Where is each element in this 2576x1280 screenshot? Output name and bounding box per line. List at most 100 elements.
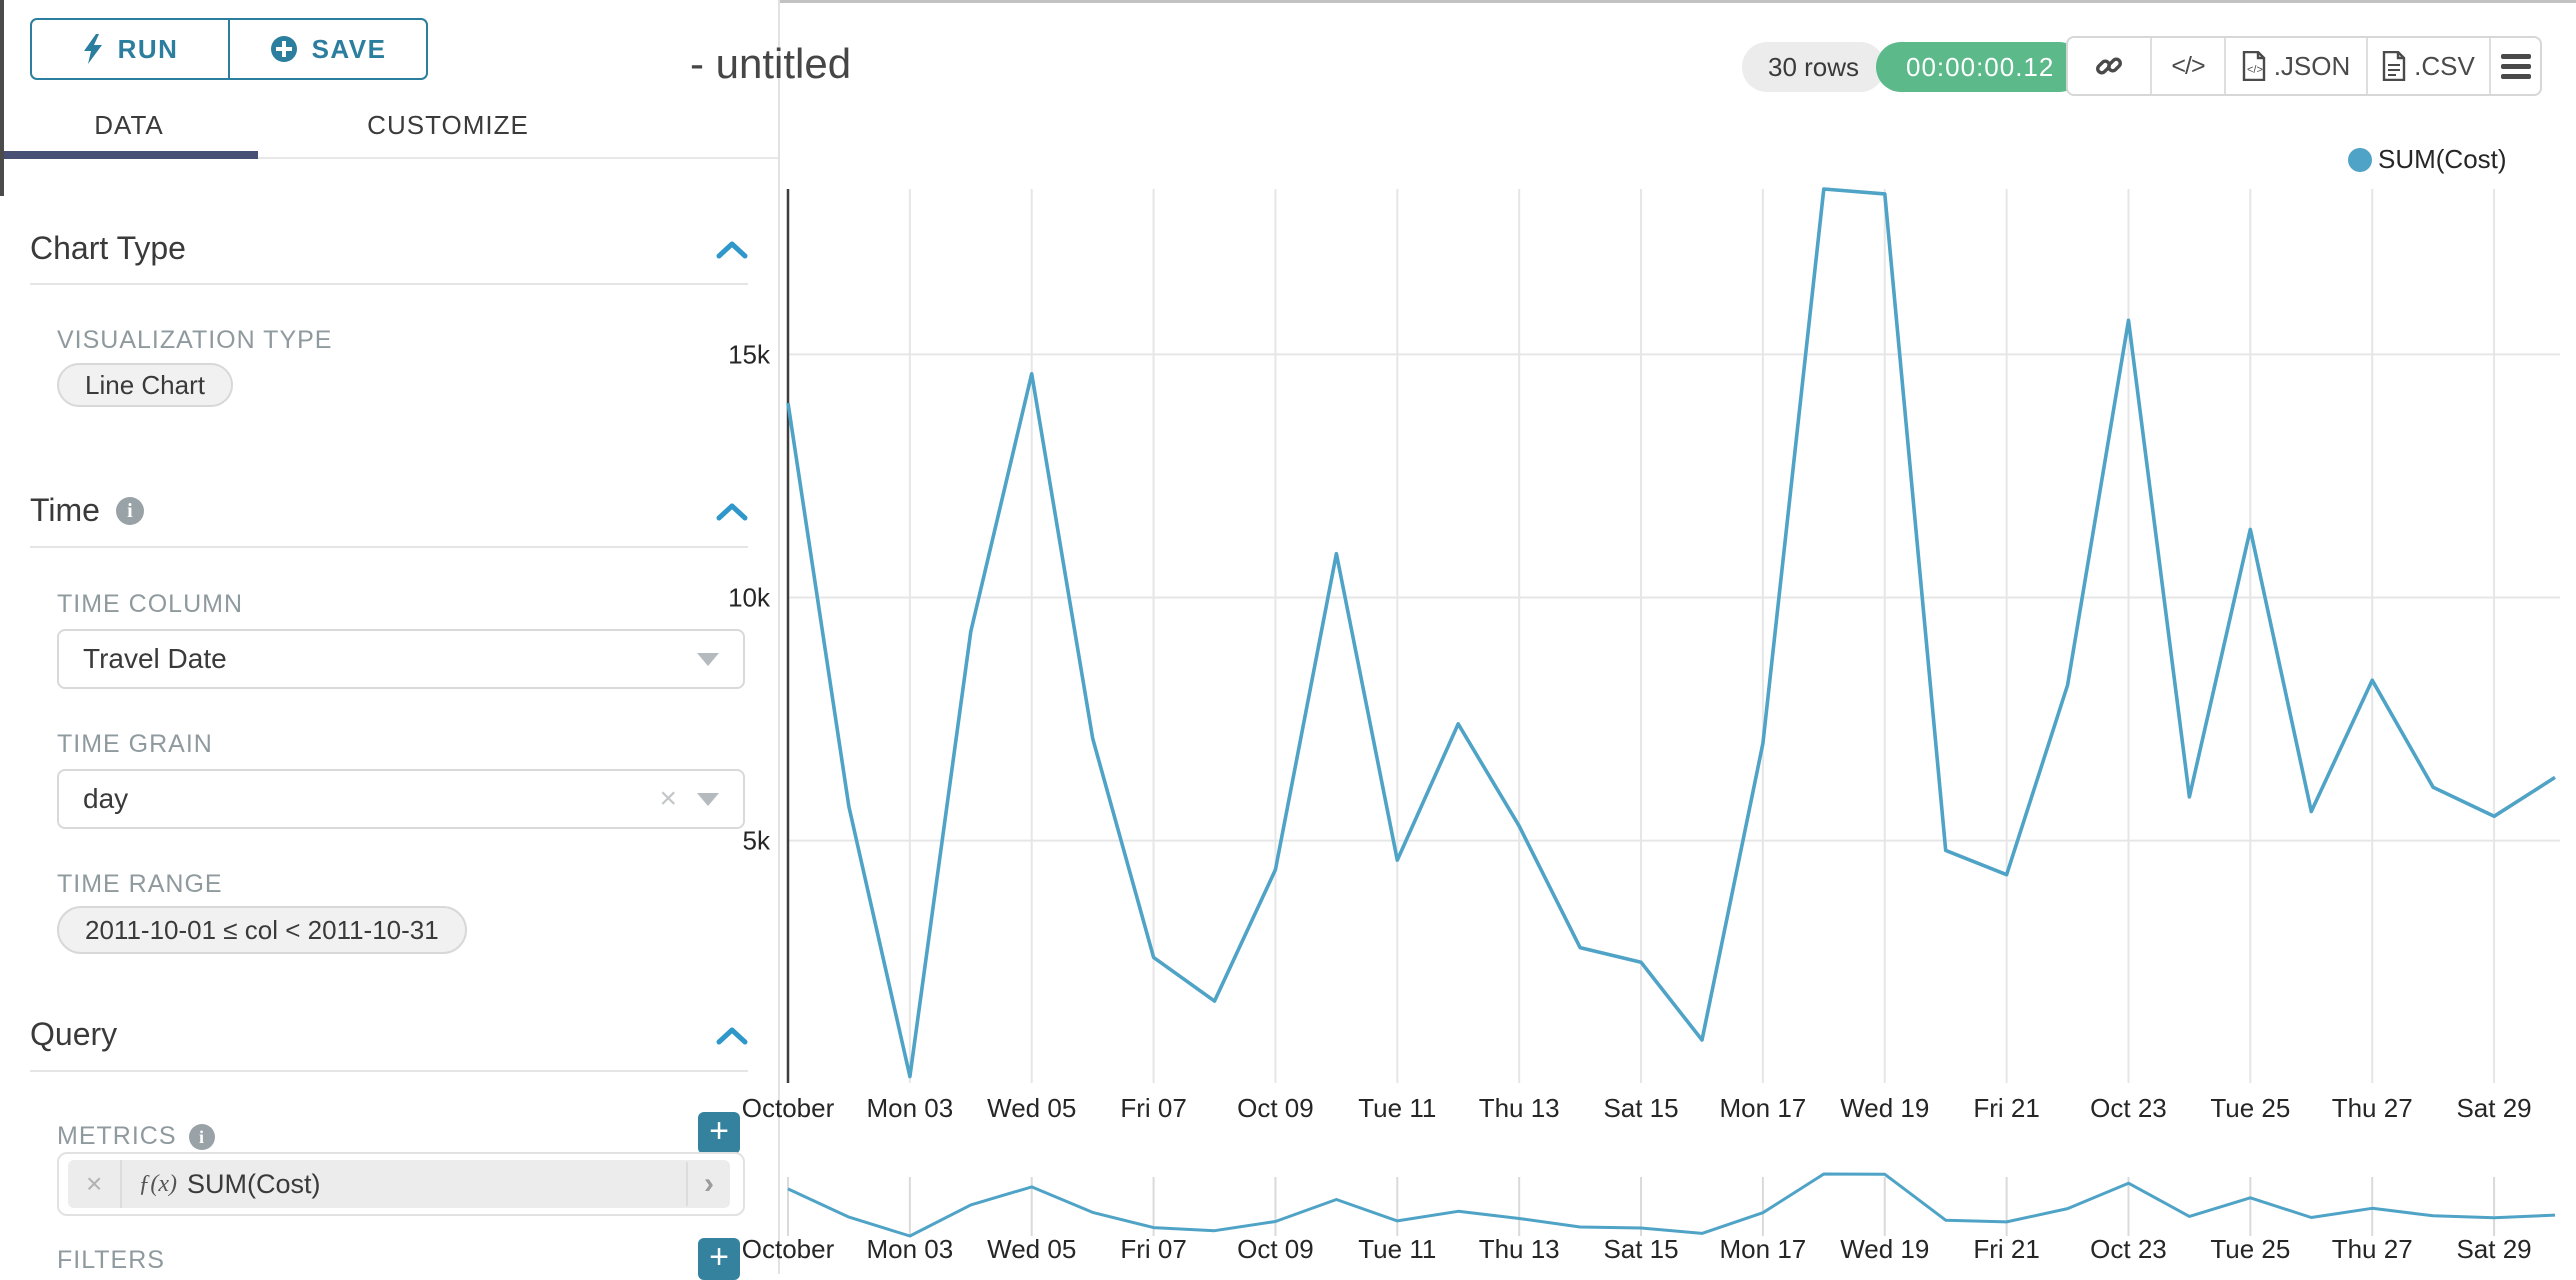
section-title-time: Time bbox=[30, 492, 100, 528]
row-count-badge: 30 rows bbox=[1742, 42, 1886, 92]
window-top-edge bbox=[0, 0, 2576, 3]
section-divider bbox=[30, 283, 748, 285]
cost-line-series bbox=[786, 187, 2556, 1079]
mini-x-axis-tick-label: Wed 19 bbox=[1840, 1234, 1929, 1264]
x-axis-tick-label: Thu 27 bbox=[2332, 1093, 2413, 1123]
add-metric-button[interactable]: + bbox=[698, 1112, 740, 1154]
time-column-select[interactable]: Travel Date bbox=[57, 629, 745, 689]
window-left-edge bbox=[0, 0, 4, 196]
time-range-pill[interactable]: 2011-10-01 ≤ col < 2011-10-31 bbox=[57, 906, 467, 954]
legend-label: SUM(Cost) bbox=[2378, 144, 2507, 174]
section-divider bbox=[30, 1070, 748, 1072]
add-filter-button[interactable]: + bbox=[698, 1238, 740, 1280]
time-grain-label: TIME GRAIN bbox=[57, 730, 213, 758]
mini-x-axis-tick-label: Fri 21 bbox=[1973, 1234, 2039, 1264]
run-save-button-group: RUN SAVE bbox=[30, 18, 428, 80]
x-axis-tick-label: Mon 17 bbox=[1720, 1093, 1807, 1123]
x-axis-tick-label: Fri 07 bbox=[1120, 1093, 1186, 1123]
active-tab-underline bbox=[0, 151, 258, 159]
explore-control-sidebar: RUN SAVE DATA CUSTOMIZE Chart Type VISUA… bbox=[0, 0, 778, 1280]
x-axis-tick-label: Sat 29 bbox=[2456, 1093, 2531, 1123]
run-button[interactable]: RUN bbox=[32, 20, 228, 78]
x-axis-tick-label: Wed 05 bbox=[987, 1093, 1076, 1123]
y-axis-tick-label: 15k bbox=[728, 339, 771, 369]
chart-menu-button[interactable] bbox=[2489, 38, 2540, 94]
mini-x-axis-tick-label: October bbox=[742, 1234, 835, 1264]
plus-circle-icon bbox=[270, 36, 297, 62]
time-range-label: TIME RANGE bbox=[57, 870, 223, 898]
filters-label: FILTERS bbox=[57, 1246, 165, 1274]
metrics-label: METRICS bbox=[57, 1122, 177, 1150]
caret-down-icon bbox=[697, 652, 719, 666]
x-axis-tick-label: Oct 23 bbox=[2090, 1093, 2167, 1123]
share-link-button[interactable] bbox=[2068, 38, 2150, 94]
x-axis-tick-label: Fri 21 bbox=[1973, 1093, 2039, 1123]
section-title-query: Query bbox=[30, 1016, 118, 1052]
info-icon[interactable]: i bbox=[188, 1123, 215, 1150]
time-grain-select[interactable]: day × bbox=[57, 769, 745, 829]
svg-text:</>: </> bbox=[2247, 64, 2263, 76]
export-csv-button[interactable]: .CSV bbox=[2366, 38, 2489, 94]
y-axis-tick-label: 10k bbox=[728, 582, 771, 612]
sidebar-divider bbox=[778, 0, 780, 1274]
clear-icon[interactable]: × bbox=[659, 782, 677, 815]
chart-legend[interactable]: SUM(Cost) bbox=[2348, 144, 2507, 175]
mini-x-axis-tick-label: Fri 07 bbox=[1120, 1234, 1186, 1264]
x-axis-tick-label: Thu 13 bbox=[1479, 1093, 1560, 1123]
view-query-button[interactable]: </> bbox=[2150, 38, 2224, 94]
sidebar-tabs: DATA CUSTOMIZE bbox=[0, 96, 778, 152]
mini-x-axis-tick-label: Mon 17 bbox=[1720, 1234, 1807, 1264]
chevron-up-icon[interactable] bbox=[716, 502, 748, 522]
mini-x-axis-tick-label: Oct 09 bbox=[1237, 1234, 1314, 1264]
x-axis-tick-label: Mon 03 bbox=[866, 1093, 953, 1123]
tab-divider bbox=[0, 157, 778, 159]
range-selector-line-series bbox=[787, 1172, 2556, 1238]
query-timer-badge: 00:00:00.12 bbox=[1876, 42, 2085, 92]
chart-title[interactable]: - untitled bbox=[690, 40, 852, 87]
save-button-label: SAVE bbox=[311, 33, 387, 64]
mini-x-axis-tick-label: Tue 11 bbox=[1358, 1234, 1436, 1264]
x-axis-tick-label: Tue 11 bbox=[1358, 1093, 1436, 1123]
save-button[interactable]: SAVE bbox=[228, 20, 426, 78]
legend-dot bbox=[2348, 147, 2372, 172]
info-icon[interactable]: i bbox=[115, 496, 144, 525]
mini-x-axis-tick-label: Mon 03 bbox=[866, 1234, 953, 1264]
tab-customize[interactable]: CUSTOMIZE bbox=[367, 110, 529, 140]
export-json-label: .JSON bbox=[2273, 50, 2351, 81]
chevron-up-icon[interactable] bbox=[716, 1026, 748, 1046]
viz-type-label: VISUALIZATION TYPE bbox=[57, 326, 333, 354]
x-axis-tick-label: Tue 25 bbox=[2210, 1093, 2290, 1123]
caret-down-icon bbox=[697, 792, 719, 806]
section-title-chart-type: Chart Type bbox=[30, 230, 186, 266]
csv-file-icon bbox=[2382, 51, 2406, 81]
x-axis-tick-label: Sat 15 bbox=[1603, 1093, 1678, 1123]
function-icon: ƒ(x) bbox=[138, 1170, 177, 1197]
viz-type-pill[interactable]: Line Chart bbox=[57, 363, 233, 407]
metric-pill[interactable]: × ƒ(x) SUM(Cost) › bbox=[68, 1160, 730, 1208]
mini-x-axis-tick-label: Thu 27 bbox=[2332, 1234, 2413, 1264]
metrics-header: METRICS i bbox=[57, 1122, 215, 1151]
export-toolbar: </> </> .JSON .CSV bbox=[2066, 36, 2542, 96]
mini-x-axis-tick-label: Oct 23 bbox=[2090, 1234, 2167, 1264]
tab-data[interactable]: DATA bbox=[94, 110, 164, 140]
mini-x-axis-tick-label: Tue 25 bbox=[2210, 1234, 2290, 1264]
chevron-up-icon[interactable] bbox=[716, 240, 748, 260]
bolt-icon bbox=[83, 34, 102, 64]
time-column-label: TIME COLUMN bbox=[57, 590, 243, 618]
time-column-value: Travel Date bbox=[83, 643, 227, 674]
y-axis-tick-label: 5k bbox=[743, 826, 771, 856]
divider bbox=[120, 1160, 123, 1208]
mini-x-axis-tick-label: Wed 05 bbox=[987, 1234, 1076, 1264]
section-header-time: Time i bbox=[30, 492, 144, 529]
mini-x-axis-tick-label: Sat 29 bbox=[2456, 1234, 2531, 1264]
section-divider bbox=[30, 546, 748, 548]
export-json-button[interactable]: </> .JSON bbox=[2224, 38, 2366, 94]
json-file-icon: </> bbox=[2242, 51, 2265, 81]
metric-name: SUM(Cost) bbox=[187, 1168, 321, 1199]
hamburger-icon bbox=[2500, 49, 2531, 84]
expand-metric-icon[interactable]: › bbox=[686, 1162, 730, 1206]
x-axis-tick-label: Wed 19 bbox=[1840, 1093, 1929, 1123]
link-icon bbox=[2096, 57, 2122, 75]
remove-metric-icon[interactable]: × bbox=[86, 1168, 103, 1199]
